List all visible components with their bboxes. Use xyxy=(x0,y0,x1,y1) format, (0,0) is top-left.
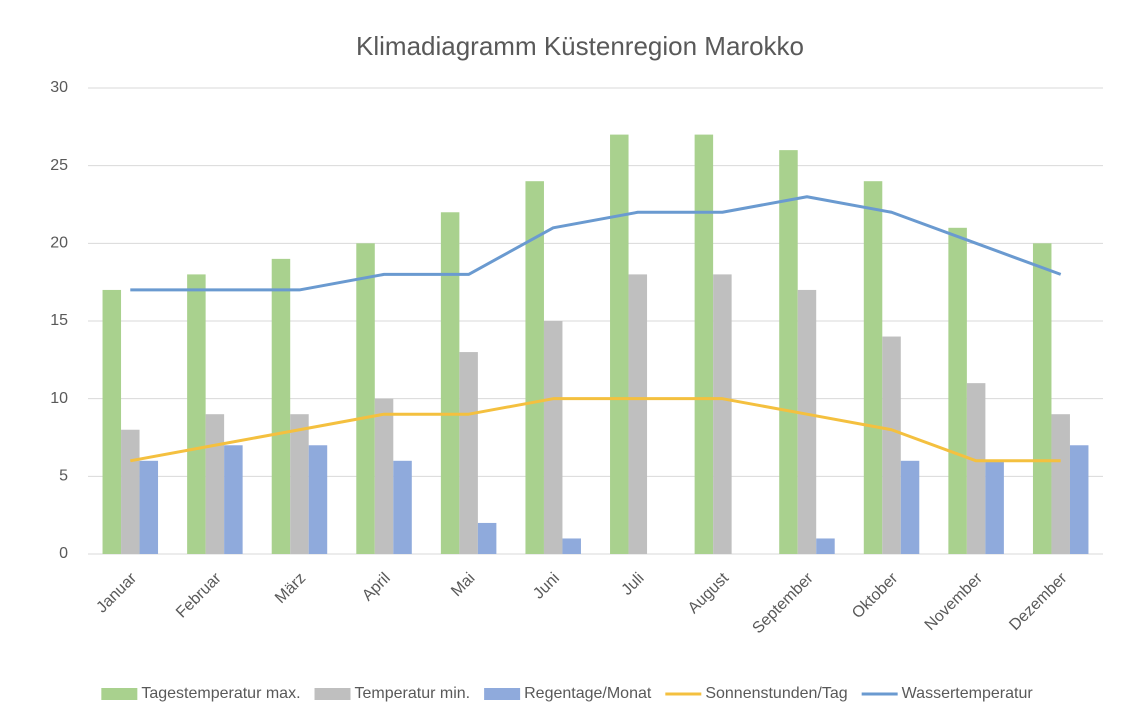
bar xyxy=(610,134,629,554)
x-tick-label: April xyxy=(359,570,394,605)
bar xyxy=(966,383,986,554)
bar xyxy=(393,460,412,554)
y-tick-label: 30 xyxy=(50,79,68,96)
legend-swatch xyxy=(484,688,521,700)
y-tick-label: 20 xyxy=(50,235,68,252)
bar xyxy=(139,460,159,554)
bar xyxy=(525,181,544,554)
bar xyxy=(477,522,497,554)
x-tick-label: Juni xyxy=(530,570,563,603)
chart-title: Klimadiagramm Küstenregion Marokko xyxy=(356,31,804,61)
line xyxy=(130,397,1061,463)
legend-label: Temperatur min. xyxy=(355,685,471,702)
bar xyxy=(628,274,648,554)
bar xyxy=(543,321,563,554)
bar xyxy=(863,181,883,554)
bar xyxy=(205,414,225,554)
legend-label: Regentage/Monat xyxy=(524,685,652,702)
bar xyxy=(187,274,206,554)
legend-label: Sonnenstunden/Tag xyxy=(705,685,847,702)
bar xyxy=(224,445,243,554)
legend: Tagestemperatur max. Temperatur min. Regen… xyxy=(101,685,1033,702)
x-tick-label: Januar xyxy=(93,569,140,616)
x-tick-label: Mai xyxy=(448,570,478,600)
bar xyxy=(985,460,1004,554)
bar xyxy=(102,289,122,554)
x-tick-label: Juli xyxy=(619,570,648,599)
bar xyxy=(374,398,394,554)
bar xyxy=(713,274,732,554)
bar xyxy=(779,150,798,554)
legend-label: Wassertemperatur xyxy=(902,685,1034,702)
bar xyxy=(1051,414,1070,554)
bar xyxy=(356,243,375,555)
bar xyxy=(694,134,714,554)
line xyxy=(130,195,1062,292)
bar xyxy=(121,429,140,554)
x-tick-label: März xyxy=(272,570,309,607)
legend-label: Tagestemperatur max. xyxy=(141,685,300,702)
bar xyxy=(816,538,835,554)
bar xyxy=(948,227,967,555)
x-tick-label: September xyxy=(749,569,817,637)
x-tick-label: August xyxy=(685,569,733,617)
bar xyxy=(1032,243,1052,555)
bar xyxy=(900,460,920,554)
legend-swatch xyxy=(314,688,351,700)
legend-swatch xyxy=(101,688,138,700)
bar xyxy=(797,289,817,554)
x-tick-label: Dezember xyxy=(1006,569,1071,634)
y-tick-label: 15 xyxy=(50,312,68,329)
bar xyxy=(271,258,291,554)
x-tick-label: Oktober xyxy=(849,569,902,622)
bar xyxy=(1069,445,1089,554)
y-tick-label: 10 xyxy=(50,390,68,407)
y-tick-label: 5 xyxy=(59,468,68,485)
bar xyxy=(290,414,309,554)
bar xyxy=(440,212,460,554)
y-tick-label: 25 xyxy=(50,157,68,174)
bar xyxy=(308,445,328,554)
x-tick-label: November xyxy=(922,569,987,634)
bar xyxy=(562,538,581,554)
x-tick-label: Februar xyxy=(173,569,225,621)
bar xyxy=(459,352,478,554)
y-tick-label: 0 xyxy=(59,545,68,562)
bar xyxy=(882,336,901,554)
